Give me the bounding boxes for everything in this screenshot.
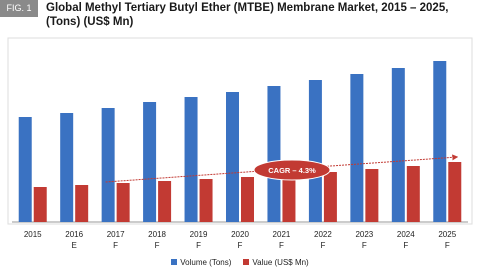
x-tick-label: 2019 F [189, 230, 208, 250]
bar [116, 183, 130, 222]
bar [143, 102, 157, 222]
bar [448, 162, 462, 222]
legend-item: Volume (Tons) [171, 258, 231, 267]
bar [350, 74, 364, 222]
x-tick-label: 2015 [23, 230, 42, 239]
bar [406, 166, 420, 222]
x-tick-label: 2025 F [438, 230, 457, 250]
x-tick-label: 2024 F [396, 230, 415, 250]
bar [323, 172, 337, 222]
legend-swatch [171, 259, 178, 265]
x-tick-label: 2016 E [65, 230, 84, 250]
bar [282, 175, 296, 222]
bar [18, 117, 32, 222]
bar [101, 108, 115, 222]
bar [241, 177, 254, 222]
bar [60, 113, 74, 222]
x-tick-label: 2018 F [148, 230, 166, 250]
x-tick-label: 2023 F [355, 230, 374, 250]
figure-label: FIG. 1 [0, 0, 38, 17]
legend-swatch [243, 259, 250, 265]
legend: Volume (Tons) Value (US$ Mn) [0, 258, 480, 267]
bar [199, 179, 213, 222]
bar [267, 86, 281, 222]
legend-label: Value (US$ Mn) [252, 258, 309, 267]
bar [158, 181, 172, 222]
bar [33, 187, 47, 222]
bar [365, 169, 379, 222]
x-tick-label: 2017 F [106, 230, 125, 250]
bar [308, 80, 322, 222]
chart-title: Global Methyl Tertiary Butyl Ether (MTBE… [46, 2, 449, 28]
bar [184, 97, 198, 222]
legend-item: Value (US$ Mn) [243, 258, 309, 267]
x-tick-label: 2021 F [272, 230, 291, 250]
x-tick-label: 2020 F [231, 230, 249, 250]
legend-label: Volume (Tons) [180, 258, 232, 267]
bar [391, 68, 405, 222]
trend-arrow [105, 154, 459, 183]
annotation-badge [253, 159, 331, 181]
plot-frame [7, 37, 473, 225]
bar [75, 185, 89, 222]
annotation: CAGR – 4.3% [268, 166, 316, 175]
bar [226, 92, 239, 222]
x-tick-label: 2022 F [314, 230, 332, 250]
bar [433, 61, 447, 222]
